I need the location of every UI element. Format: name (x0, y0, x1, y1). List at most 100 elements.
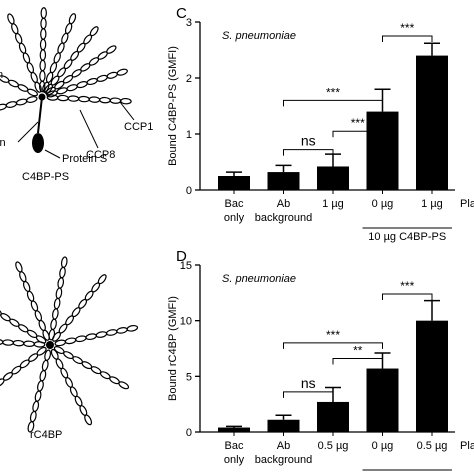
bar (366, 368, 399, 432)
ccp-domain (0, 75, 10, 83)
ccp-domain (12, 339, 25, 347)
ccp-domain (32, 400, 40, 413)
ccp-domain (39, 59, 46, 72)
ccp-domain (38, 319, 46, 332)
y-tick-label: 2 (186, 73, 192, 85)
ccp-domain (61, 32, 69, 44)
ccp-domain (15, 98, 28, 106)
significance-bracket (382, 35, 433, 42)
ccp-domain (106, 71, 118, 79)
ccp-domain (64, 22, 73, 35)
ccp-domain (85, 333, 97, 341)
ccp-domain (66, 84, 78, 92)
diagram-name: C4BP-PS (22, 171, 69, 183)
panel-label: C (176, 5, 187, 22)
diagram-label: Protein S (62, 153, 107, 165)
ccp-domain (0, 307, 2, 316)
ccp-domain (41, 359, 49, 372)
ccp-domain (75, 335, 87, 343)
ccp-domain (55, 287, 63, 300)
ccp-domain (118, 381, 130, 390)
ccp-domain (40, 17, 47, 30)
ccp-domain (52, 308, 59, 320)
significance-label: ** (353, 344, 363, 358)
significance-bracket (332, 358, 383, 365)
ccp-domain (45, 71, 54, 84)
ccp-domain (30, 71, 38, 84)
ccp-domain (29, 410, 37, 423)
ccp-domain (27, 421, 35, 433)
y-tick-label: 10 (180, 316, 192, 328)
error-bar (325, 153, 341, 167)
bar (416, 55, 448, 190)
bar (267, 419, 300, 432)
ccp-domain (57, 94, 69, 102)
y-tick-label: 0 (186, 185, 192, 197)
y-axis-label: Bound C4BP-PS (GMFI) (167, 46, 179, 166)
ccp-domain (59, 266, 66, 279)
ccp-domain (126, 324, 139, 332)
diagram-name: rC4BP (30, 429, 62, 441)
significance-bracket (283, 391, 334, 398)
ccp-domain (7, 13, 15, 25)
stalk (37, 96, 43, 134)
ccp-domain (0, 103, 7, 111)
pointer (17, 121, 39, 143)
ccp-domain (22, 52, 31, 64)
x-tick-label: Ab (277, 440, 290, 452)
panel-label: D (176, 248, 187, 265)
error-bar (226, 425, 242, 428)
ccp-domain (33, 341, 46, 348)
ccp-domain (120, 97, 132, 105)
x-tick-label: Pla (460, 440, 474, 452)
ccp-domain (57, 42, 65, 54)
pointer (44, 149, 61, 159)
significance-bracket (283, 149, 334, 156)
x-tick-label: Bac (225, 440, 244, 452)
ccp-domain (50, 318, 57, 331)
ccp-domain (39, 369, 47, 382)
significance-bracket (283, 99, 383, 107)
error-bar (424, 299, 440, 321)
ccp-domain (34, 390, 42, 402)
ccp-domain (96, 74, 108, 82)
x-tick-label: background (255, 212, 313, 224)
ccp-domain (116, 327, 128, 334)
significance-label: *** (400, 21, 414, 35)
error-bar (226, 171, 242, 176)
ccp-domain (40, 28, 47, 40)
ccp-domain (30, 300, 39, 312)
diagram-label: CCP1 (124, 121, 153, 133)
diagram-label: n (0, 69, 3, 81)
significance-label: ns (301, 133, 316, 149)
ccp-domain (56, 87, 68, 95)
x-tick-label: 0.5 µg (417, 440, 448, 452)
ccp-domain (89, 26, 99, 37)
ccp-domain (106, 45, 117, 54)
significance-label: *** (351, 116, 365, 130)
ccp-domain (64, 337, 77, 345)
ccp-domain (26, 96, 38, 103)
x-tick-label: background (255, 454, 313, 466)
bar (366, 111, 399, 190)
ccp-domain (67, 95, 80, 102)
significance-label: *** (400, 279, 414, 293)
x-tick-label: 0 µg (372, 198, 394, 210)
x-tick-label: Pla (460, 198, 474, 210)
core (46, 341, 54, 349)
ccp-domain (99, 96, 111, 104)
ccp-domain (46, 94, 59, 101)
group-label: 10 µg C4BP-PS (368, 231, 446, 243)
ccp-domain (11, 23, 19, 35)
pointer (79, 109, 99, 149)
ccp-domain (53, 52, 61, 64)
bar (317, 401, 349, 432)
ccp-domain (26, 62, 35, 74)
x-tick-label: only (224, 454, 245, 466)
ccp-domain (18, 42, 27, 54)
ccp-domain (19, 271, 27, 283)
bar (218, 176, 250, 190)
x-tick-label: Ab (277, 198, 290, 210)
ccp-domain (97, 274, 107, 285)
